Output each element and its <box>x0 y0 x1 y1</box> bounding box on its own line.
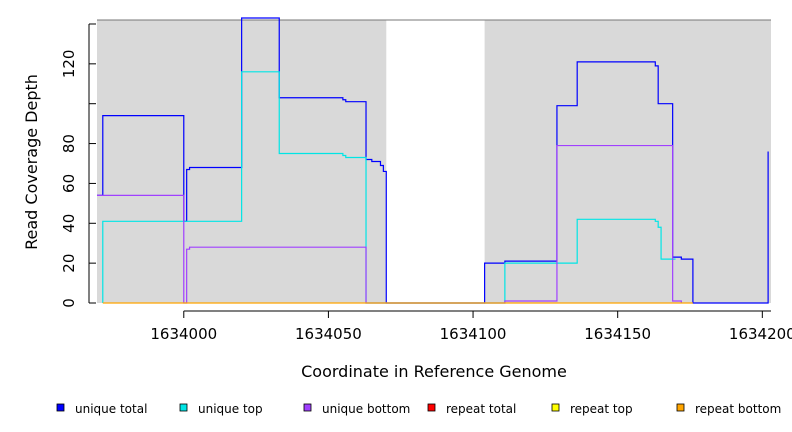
legend-label-repeat-top: repeat top <box>570 402 633 416</box>
legend-swatch-unique-total <box>56 403 65 412</box>
x-tick-label: 1634000 <box>150 325 217 343</box>
legend-label-repeat-total: repeat total <box>446 402 516 416</box>
legend-label-repeat-bottom: repeat bottom <box>695 402 781 416</box>
series-line-unique-total <box>97 17 769 304</box>
x-tick-label: 1634150 <box>584 325 651 343</box>
y-tick-label: 60 <box>60 174 78 193</box>
shaded-region-1 <box>484 20 771 303</box>
y-tick-label: 20 <box>60 254 78 273</box>
y-tick-label: 120 <box>60 50 78 79</box>
legend-swatch-unique-bottom <box>303 403 312 412</box>
legend: unique total unique top unique bottom repea… <box>56 402 781 416</box>
legend-swatch-repeat-top <box>551 403 560 412</box>
legend-label-unique-bottom: unique bottom <box>322 402 410 416</box>
x-axis-title: Coordinate in Reference Genome <box>301 362 567 381</box>
x-tick-label: 1634100 <box>440 325 507 343</box>
x-tick-label: 1634200 <box>729 325 792 343</box>
y-axis: 0 20 40 60 80 120 <box>60 23 96 308</box>
y-tick-label: 0 <box>60 298 78 308</box>
series-layer <box>97 17 769 304</box>
legend-swatch-repeat-total <box>427 403 436 412</box>
legend-label-unique-total: unique total <box>75 402 147 416</box>
y-axis-title: Read Coverage Depth <box>22 74 41 250</box>
x-tick-label: 1634050 <box>295 325 362 343</box>
legend-swatch-unique-top <box>179 403 188 412</box>
x-axis: 1634000 1634050 1634100 1634150 1634200 <box>150 310 792 343</box>
y-tick-label: 40 <box>60 214 78 233</box>
legend-swatch-repeat-bottom <box>676 403 685 412</box>
y-tick-label: 80 <box>60 134 78 153</box>
legend-label-unique-top: unique top <box>198 402 263 416</box>
plot-background <box>97 19 771 303</box>
